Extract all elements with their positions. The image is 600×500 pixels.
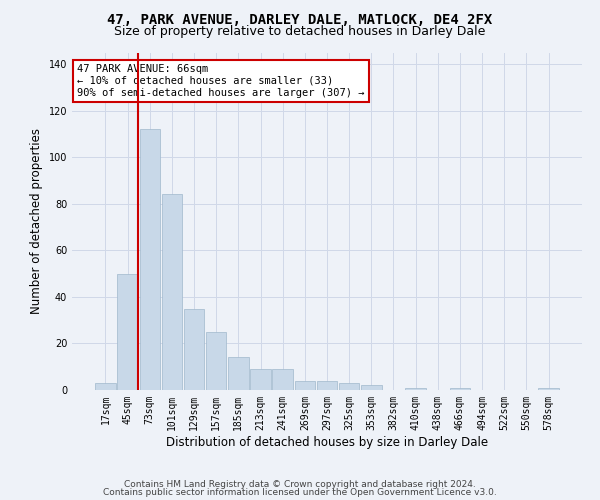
Bar xyxy=(317,380,337,390)
Y-axis label: Number of detached properties: Number of detached properties xyxy=(30,128,43,314)
Bar xyxy=(95,383,116,390)
Text: 47, PARK AVENUE, DARLEY DALE, MATLOCK, DE4 2FX: 47, PARK AVENUE, DARLEY DALE, MATLOCK, D… xyxy=(107,12,493,26)
Text: Contains HM Land Registry data © Crown copyright and database right 2024.: Contains HM Land Registry data © Crown c… xyxy=(124,480,476,489)
Bar xyxy=(161,194,182,390)
Bar xyxy=(406,388,426,390)
Text: Size of property relative to detached houses in Darley Dale: Size of property relative to detached ho… xyxy=(115,25,485,38)
Bar xyxy=(206,332,226,390)
Bar xyxy=(118,274,138,390)
Bar xyxy=(361,386,382,390)
Bar xyxy=(140,130,160,390)
X-axis label: Distribution of detached houses by size in Darley Dale: Distribution of detached houses by size … xyxy=(166,436,488,448)
Bar xyxy=(272,369,293,390)
Text: Contains public sector information licensed under the Open Government Licence v3: Contains public sector information licen… xyxy=(103,488,497,497)
Text: 47 PARK AVENUE: 66sqm
← 10% of detached houses are smaller (33)
90% of semi-deta: 47 PARK AVENUE: 66sqm ← 10% of detached … xyxy=(77,64,365,98)
Bar xyxy=(450,388,470,390)
Bar xyxy=(538,388,559,390)
Bar xyxy=(295,380,315,390)
Bar xyxy=(250,369,271,390)
Bar xyxy=(228,358,248,390)
Bar xyxy=(339,383,359,390)
Bar xyxy=(184,308,204,390)
